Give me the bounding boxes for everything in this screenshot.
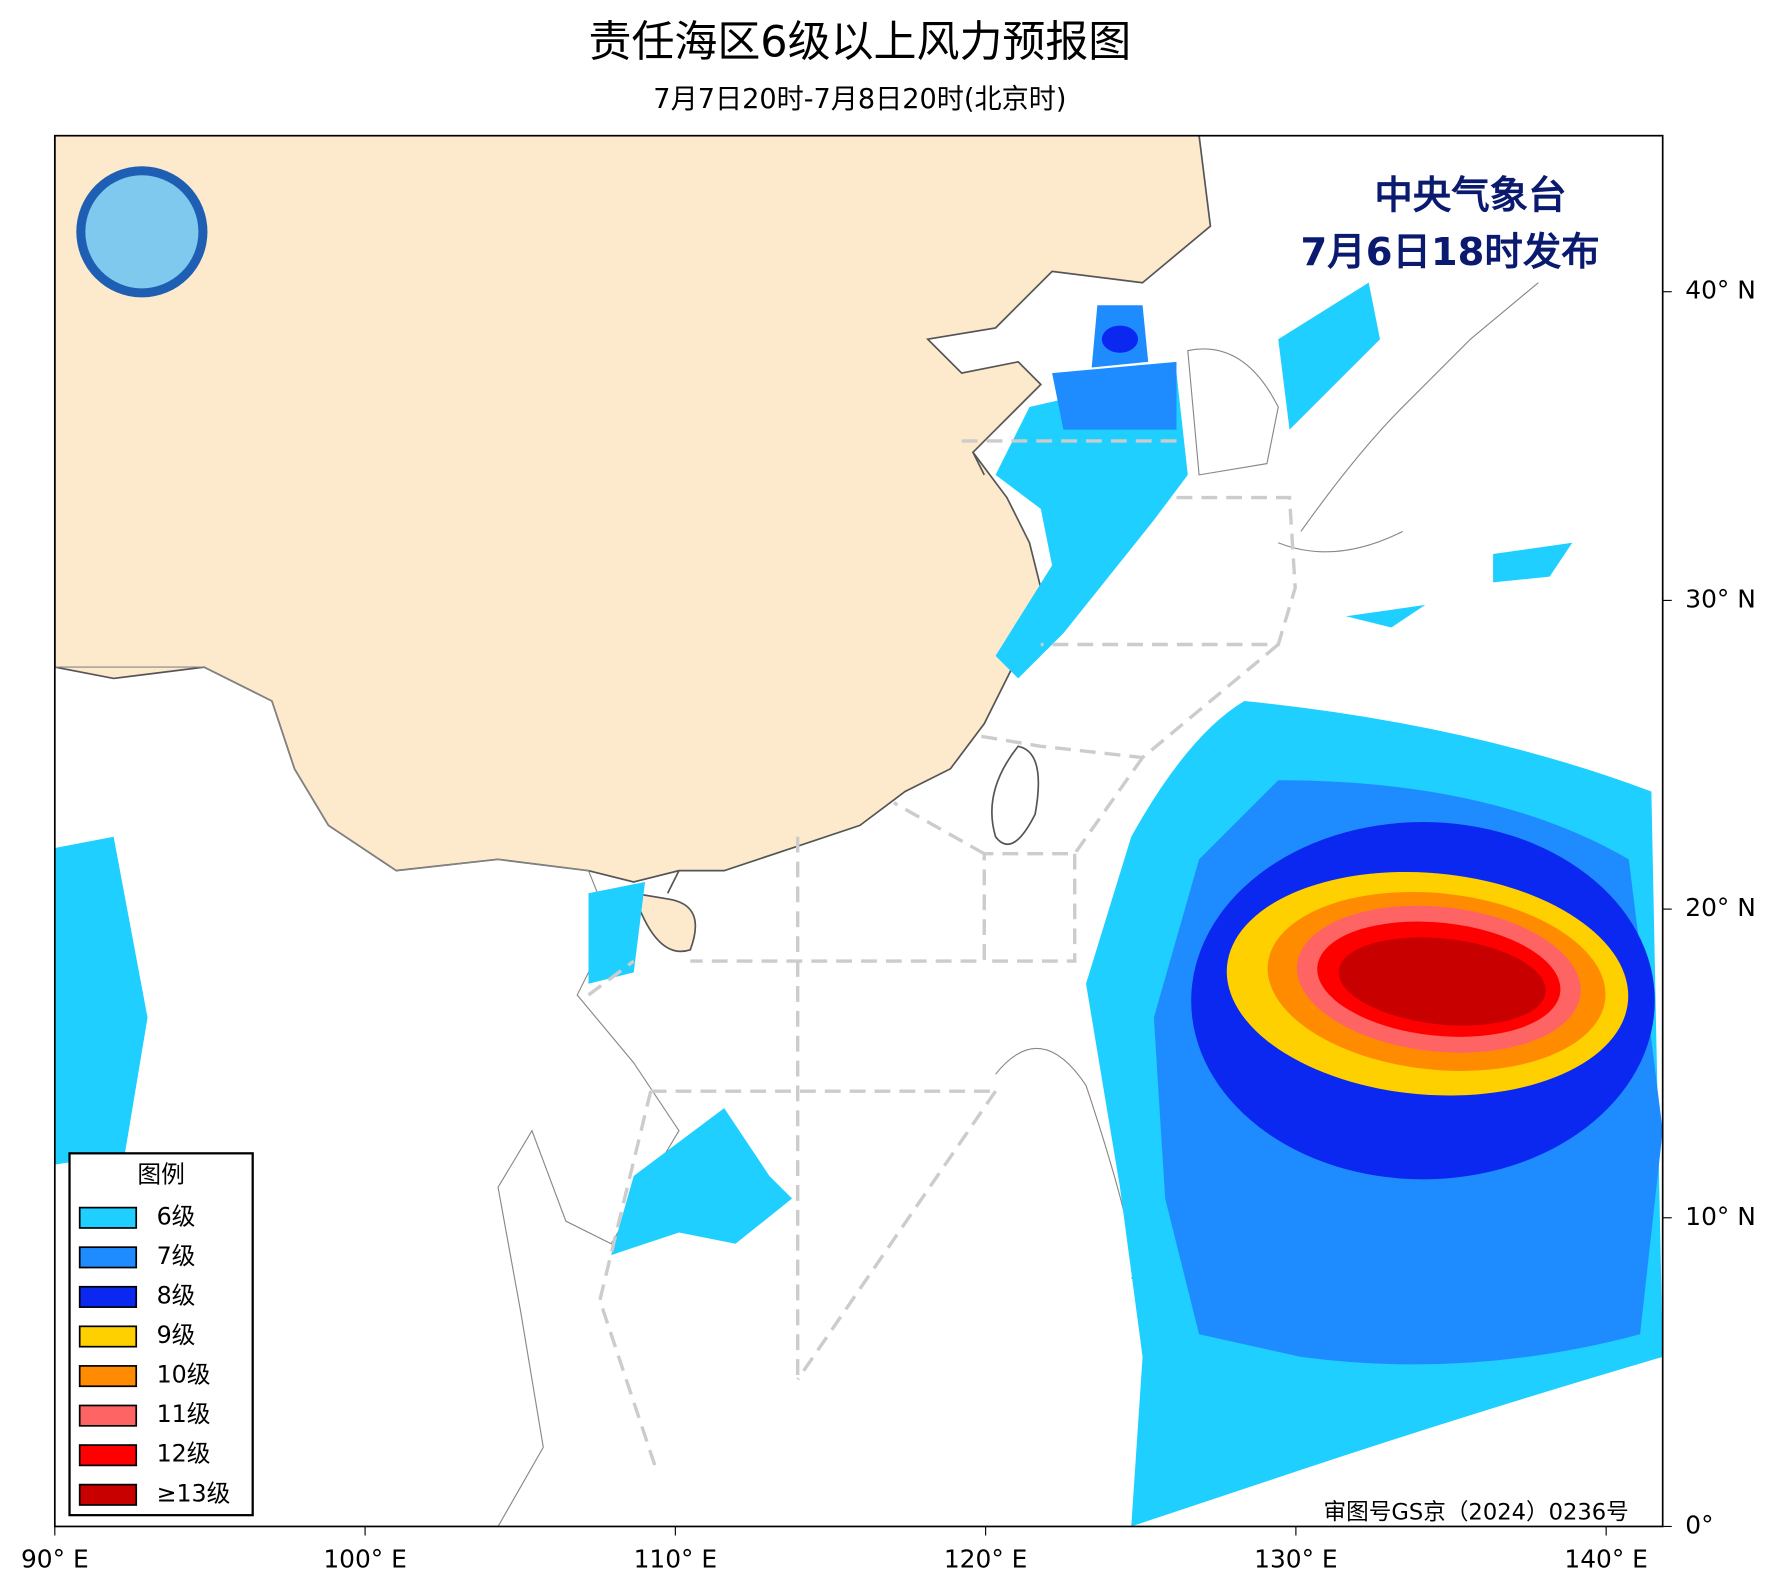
lon-tick-label: 130° E <box>1254 1544 1338 1573</box>
legend-label: ≥13级 <box>157 1479 231 1507</box>
lat-tick-label: 10° N <box>1685 1202 1756 1231</box>
lat-tick-label: 0° <box>1685 1510 1713 1539</box>
axis-ticks: 90° E 100° E 110° E 120° E 130° E 140° E 0° 10°… <box>21 276 1756 1574</box>
legend-label: 12级 <box>157 1440 211 1468</box>
coastal-wind <box>54 282 1573 1256</box>
legend-title: 图例 <box>137 1160 184 1188</box>
legend-swatch <box>78 1483 138 1506</box>
se-asia-outline <box>54 666 680 1527</box>
map-body <box>54 135 1663 1527</box>
typhoon-wind <box>1086 701 1663 1527</box>
legend-label: 9级 <box>157 1321 196 1349</box>
legend-swatch <box>78 1206 138 1229</box>
legend-swatch <box>78 1404 138 1427</box>
lon-tick-label: 120° E <box>944 1544 1027 1573</box>
publisher: 中央气象台 <box>1374 173 1566 218</box>
map-frame <box>53 134 1664 1528</box>
legend-swatch <box>78 1285 138 1308</box>
lat-tick-label: 30° N <box>1685 584 1756 613</box>
sea-area-boundaries <box>587 439 1297 1471</box>
lon-tick-label: 90° E <box>21 1544 89 1573</box>
legend-label: 10级 <box>157 1361 211 1389</box>
logo-inner <box>85 175 199 289</box>
legend-swatch <box>78 1365 138 1388</box>
lon-tick-label: 140° E <box>1564 1544 1648 1573</box>
lon-tick-label: 100° E <box>323 1544 407 1573</box>
legend: 图例 6级 7级 8级 9级 10级 11级 12级 ≥13级 <box>68 1152 254 1517</box>
approval-number: 审图号GS京（2024）0236号 <box>1324 1499 1629 1525</box>
legend-swatch <box>78 1246 138 1269</box>
lon-tick-label: 110° E <box>634 1544 718 1573</box>
legend-label: 8级 <box>157 1281 196 1309</box>
lat-tick-label: 40° N <box>1685 276 1756 305</box>
legend-label: 11级 <box>157 1400 211 1428</box>
legend-label: 7级 <box>157 1242 196 1270</box>
title: 责任海区6级以上风力预报图 <box>589 18 1132 68</box>
hainan <box>632 451 986 953</box>
legend-swatch <box>78 1325 138 1348</box>
legend-swatch <box>78 1444 138 1467</box>
lat-tick-label: 20° N <box>1685 893 1756 922</box>
legend-label: 6级 <box>157 1202 196 1230</box>
issue-time: 7月6日18时发布 <box>1301 230 1600 275</box>
taiwan <box>991 745 1040 846</box>
subtitle: 7月7日20时-7月8日20时(北京时) <box>653 84 1066 115</box>
